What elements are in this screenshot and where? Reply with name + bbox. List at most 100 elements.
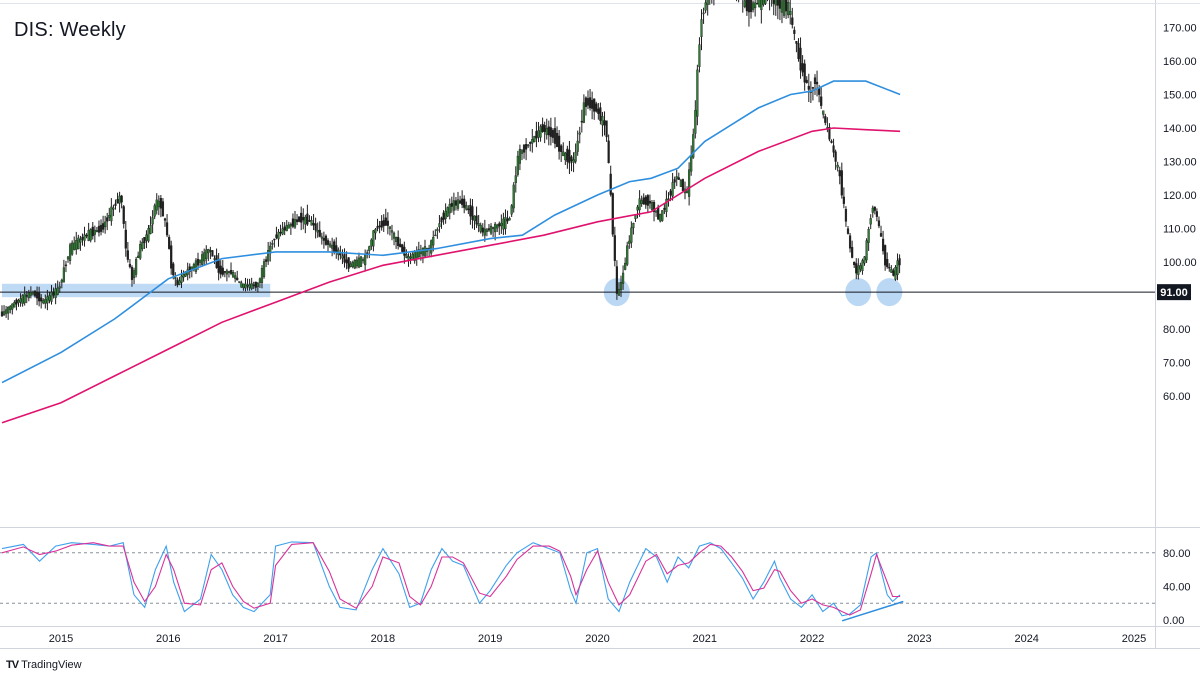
candle-body <box>231 272 235 278</box>
candle-body <box>520 150 524 154</box>
candle-body <box>855 263 858 274</box>
candle-body <box>170 245 173 269</box>
candle-body <box>640 200 643 204</box>
candle-body <box>463 198 466 208</box>
candle-body <box>378 225 381 228</box>
y-tick-label: 80.00 <box>1163 324 1191 336</box>
candle-body <box>285 225 288 232</box>
candle-body <box>252 284 255 287</box>
candle-body <box>312 222 315 226</box>
candle-body <box>436 229 439 232</box>
candle-body <box>797 43 800 59</box>
tradingview-brand[interactable]: TV TradingView <box>6 659 82 671</box>
candle-body <box>147 228 150 242</box>
candle-body <box>401 244 404 252</box>
candle-body <box>465 205 468 210</box>
candle-body <box>349 263 352 267</box>
candle-body <box>611 193 614 235</box>
candle-body <box>884 245 887 266</box>
candle-body <box>799 47 802 71</box>
candle-body <box>518 149 522 164</box>
candle-body <box>588 97 592 109</box>
candle-body <box>353 259 356 269</box>
candle-body <box>642 197 645 205</box>
price-line-label-box <box>1157 284 1191 301</box>
candle-body <box>636 206 639 211</box>
x-tick-label: 2017 <box>263 633 287 645</box>
candle-body <box>452 200 455 211</box>
candle-body <box>669 190 672 196</box>
candle-body <box>502 218 505 230</box>
y-tick-label: 140.00 <box>1163 123 1197 135</box>
candle-body <box>77 237 80 250</box>
candle-body <box>859 265 862 270</box>
candle-body <box>531 139 534 144</box>
candle-body <box>308 220 311 222</box>
candle-body <box>650 202 654 210</box>
candle-body <box>262 261 266 277</box>
moving-average-line-2 <box>1 127 901 424</box>
candle-body <box>2 311 6 316</box>
candle-body <box>440 217 443 223</box>
candle-body <box>153 205 156 217</box>
candle-body <box>801 63 804 73</box>
candle-body <box>141 241 144 250</box>
candle-body <box>489 225 493 234</box>
candle-body <box>256 283 259 288</box>
candle-body <box>877 220 881 227</box>
candle-body <box>886 259 889 268</box>
candle-body <box>671 182 674 197</box>
candle-body <box>537 130 540 138</box>
candle-body <box>485 229 488 232</box>
candle-body <box>861 260 864 272</box>
candle-body <box>624 262 627 270</box>
candle-body <box>182 274 185 278</box>
candle-body <box>846 228 850 234</box>
candle-body <box>79 238 82 243</box>
candle-body <box>657 206 660 220</box>
candle-body <box>165 222 169 236</box>
candle-body <box>811 87 815 89</box>
candle-body <box>844 209 848 222</box>
candle-body <box>345 259 348 264</box>
candle-body <box>277 231 280 240</box>
candle-body <box>458 200 462 204</box>
candle-body <box>13 302 16 308</box>
candle-body <box>227 271 231 273</box>
candle-body <box>696 69 699 117</box>
candle-body <box>180 275 183 283</box>
candle-body <box>25 295 28 297</box>
candle-body <box>15 299 18 305</box>
candle-body <box>706 0 709 5</box>
candle-body <box>791 17 794 25</box>
candle-body <box>881 238 885 252</box>
candle-body <box>879 233 883 237</box>
candle-body <box>782 0 786 16</box>
candle-body <box>382 220 385 227</box>
candle-body <box>566 148 569 162</box>
candle-body <box>341 255 344 259</box>
candle-body <box>29 292 32 296</box>
candle-body <box>574 151 577 162</box>
candle-body <box>434 234 437 237</box>
candle-body <box>597 108 600 114</box>
x-tick-label: 2025 <box>1122 633 1146 645</box>
candle-body <box>81 236 84 240</box>
candle-body <box>842 196 845 204</box>
candle-body <box>351 262 354 267</box>
candle-body <box>196 258 200 266</box>
candle-body <box>535 131 538 139</box>
candle-body <box>688 169 691 197</box>
candle-body <box>471 206 474 220</box>
candle-body <box>467 208 470 211</box>
candle-body <box>807 85 810 90</box>
candle-body <box>403 246 406 256</box>
x-tick-label: 2019 <box>478 633 502 645</box>
candle-body <box>700 19 703 37</box>
candle-body <box>665 198 668 213</box>
oscillator-trendline <box>841 600 904 622</box>
y-tick-label: 120.00 <box>1163 190 1197 202</box>
candle-body <box>504 216 507 229</box>
y-tick-label: 100.00 <box>1163 257 1197 269</box>
